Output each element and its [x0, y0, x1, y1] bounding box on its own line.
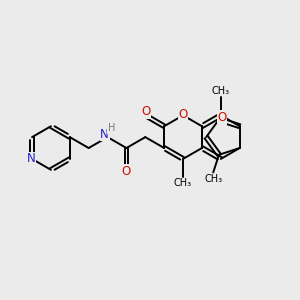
Text: O: O — [178, 108, 188, 121]
Text: CH₃: CH₃ — [212, 86, 230, 96]
Text: O: O — [217, 111, 226, 124]
Text: CH₃: CH₃ — [204, 174, 222, 184]
Text: N: N — [27, 152, 35, 165]
Text: N: N — [100, 128, 109, 141]
Text: CH₃: CH₃ — [174, 178, 192, 188]
Text: H: H — [108, 123, 115, 133]
Text: O: O — [142, 105, 151, 118]
Text: O: O — [122, 165, 131, 178]
